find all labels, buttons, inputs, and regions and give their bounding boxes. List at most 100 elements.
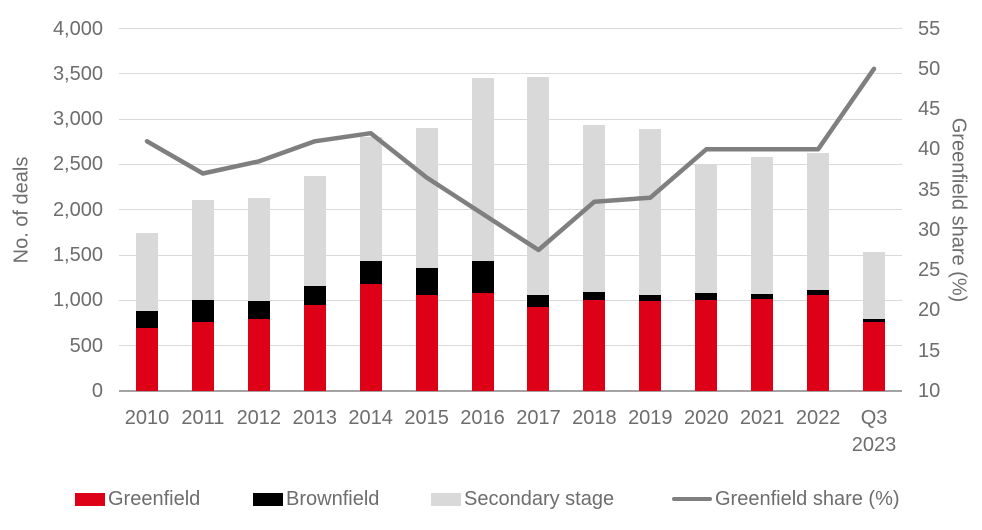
- bar-segment-greenfield: [807, 294, 830, 391]
- bar-segment-greenfield: [863, 322, 886, 391]
- x-axis-category-label: 2015: [404, 407, 449, 429]
- y-axis-right-tick-label: 50: [918, 57, 941, 80]
- bar-segment-brownfield: [415, 267, 438, 295]
- gridline: [119, 28, 902, 29]
- x-axis-category-label: 2012: [236, 407, 282, 429]
- bar-segment-secondary-stage: [583, 125, 606, 293]
- y-axis-left-tick-label: 500: [69, 334, 103, 357]
- x-axis-category-label: 2013: [292, 407, 338, 429]
- y-axis-left-tick-label: 3,000: [52, 108, 103, 131]
- x-axis-category-label: 2019: [628, 407, 673, 429]
- y-axis-left-tick-label: 1,500: [52, 244, 103, 267]
- bar-segment-secondary-stage: [191, 199, 214, 301]
- x-axis-category-label: 2010: [124, 407, 170, 429]
- bar-segment-secondary-stage: [415, 128, 438, 268]
- bar-segment-brownfield: [191, 300, 214, 323]
- legend-item-greenfield: Greenfield: [75, 485, 200, 513]
- legend-line-swatch: [672, 497, 712, 501]
- y-axis-right-tick-label: 25: [918, 259, 941, 282]
- bar-segment-secondary-stage: [527, 76, 550, 295]
- y-axis-right-tick-label: 40: [918, 138, 941, 161]
- legend: Greenfield Brownfield Secondary stage Green…: [0, 485, 982, 515]
- legend-color-swatch: [431, 492, 461, 506]
- legend-item-greenfield-share-: Greenfield share (%): [672, 485, 900, 513]
- y-axis-left-tick-label: 3,500: [52, 62, 103, 85]
- legend-label: Brownfield: [286, 487, 380, 510]
- x-axis-category-label: 2016: [460, 407, 505, 429]
- y-axis-right-tick-label: 55: [918, 17, 941, 40]
- bar-segment-greenfield: [247, 318, 270, 391]
- bar-segment-secondary-stage: [863, 252, 886, 319]
- bar-segment-brownfield: [527, 294, 550, 307]
- bar-segment-secondary-stage: [135, 233, 158, 312]
- bar-segment-secondary-stage: [303, 176, 326, 286]
- gridline: [119, 209, 902, 211]
- bar-segment-brownfield: [247, 301, 270, 319]
- gridline: [119, 299, 902, 301]
- legend-label: Greenfield share (%): [715, 487, 900, 510]
- bar-segment-secondary-stage: [807, 152, 830, 291]
- y-axis-left-tick-label: 2,000: [52, 198, 103, 221]
- bar-segment-greenfield: [135, 328, 158, 391]
- y-axis-right-title: Greenfield share (%): [947, 117, 970, 303]
- x-axis-category-label: 2017: [516, 407, 561, 429]
- bar-segment-secondary-stage: [247, 197, 270, 302]
- bar-segment-brownfield: [639, 294, 662, 302]
- y-axis-left-tick-label: 2,500: [52, 153, 103, 176]
- legend-item-brownfield: Brownfield: [253, 485, 379, 513]
- y-axis-right-tick-label: 15: [918, 339, 941, 362]
- y-axis-left-tick-label: 4,000: [52, 17, 103, 40]
- bar-segment-brownfield: [471, 261, 494, 294]
- bar-segment-greenfield: [751, 298, 774, 391]
- bar-segment-greenfield: [191, 322, 214, 391]
- y-axis-right-tick-label: 45: [918, 98, 941, 121]
- bar-segment-greenfield: [471, 293, 494, 391]
- bar-segment-secondary-stage: [751, 157, 774, 295]
- x-axis-category-label: 2021: [739, 407, 785, 429]
- bar-segment-brownfield: [863, 318, 886, 323]
- gridline: [119, 254, 902, 256]
- legend-color-swatch: [253, 492, 283, 506]
- y-axis-left-tick-label: 0: [91, 380, 103, 402]
- gridline: [119, 118, 902, 120]
- bar-segment-secondary-stage: [639, 129, 662, 295]
- legend-color-swatch: [75, 492, 105, 506]
- bar-segment-greenfield: [527, 306, 550, 391]
- y-axis-right-tick-label: 30: [918, 218, 941, 241]
- bar-segment-secondary-stage: [359, 137, 382, 262]
- bar-segment-brownfield: [751, 294, 774, 299]
- bar-segment-brownfield: [303, 285, 326, 305]
- bar-segment-secondary-stage: [695, 164, 718, 294]
- y-axis-left-title: No. of deals: [10, 156, 33, 264]
- legend-label: Secondary stage: [464, 487, 615, 510]
- bar-segment-brownfield: [695, 293, 718, 301]
- bar-segment-greenfield: [415, 294, 438, 391]
- gridline: [119, 163, 902, 165]
- gridline: [119, 345, 902, 347]
- bar-segment-brownfield: [583, 292, 606, 301]
- y-axis-left-tick-label: 1,000: [52, 289, 103, 312]
- x-axis-line: [119, 390, 902, 392]
- legend-item-secondary-stage: Secondary stage: [431, 485, 614, 513]
- y-axis-right-tick-label: 35: [918, 178, 941, 201]
- x-axis-category-label: 2011: [181, 407, 225, 429]
- gridline: [119, 73, 902, 75]
- bar-segment-greenfield: [639, 301, 662, 391]
- x-axis-category-label: 2020: [684, 407, 729, 429]
- bar-segment-greenfield: [303, 304, 326, 391]
- y-axis-right-tick-label: 20: [918, 299, 941, 322]
- x-axis-category-label: 2014: [348, 407, 393, 429]
- y-axis-right-tick-label: 10: [918, 380, 941, 402]
- bar-segment-brownfield: [135, 311, 158, 329]
- bar-segment-secondary-stage: [471, 78, 494, 262]
- bar-segment-greenfield: [695, 300, 718, 391]
- bar-segment-brownfield: [359, 261, 382, 285]
- bar-segment-greenfield: [359, 284, 382, 391]
- x-axis-category-label: Q3 2023: [851, 407, 897, 456]
- legend-label: Greenfield: [108, 487, 201, 510]
- x-axis-category-label: 2022: [795, 407, 841, 429]
- bar-segment-brownfield: [807, 290, 830, 295]
- x-axis-category-label: 2018: [572, 407, 617, 429]
- bar-segment-greenfield: [583, 300, 606, 391]
